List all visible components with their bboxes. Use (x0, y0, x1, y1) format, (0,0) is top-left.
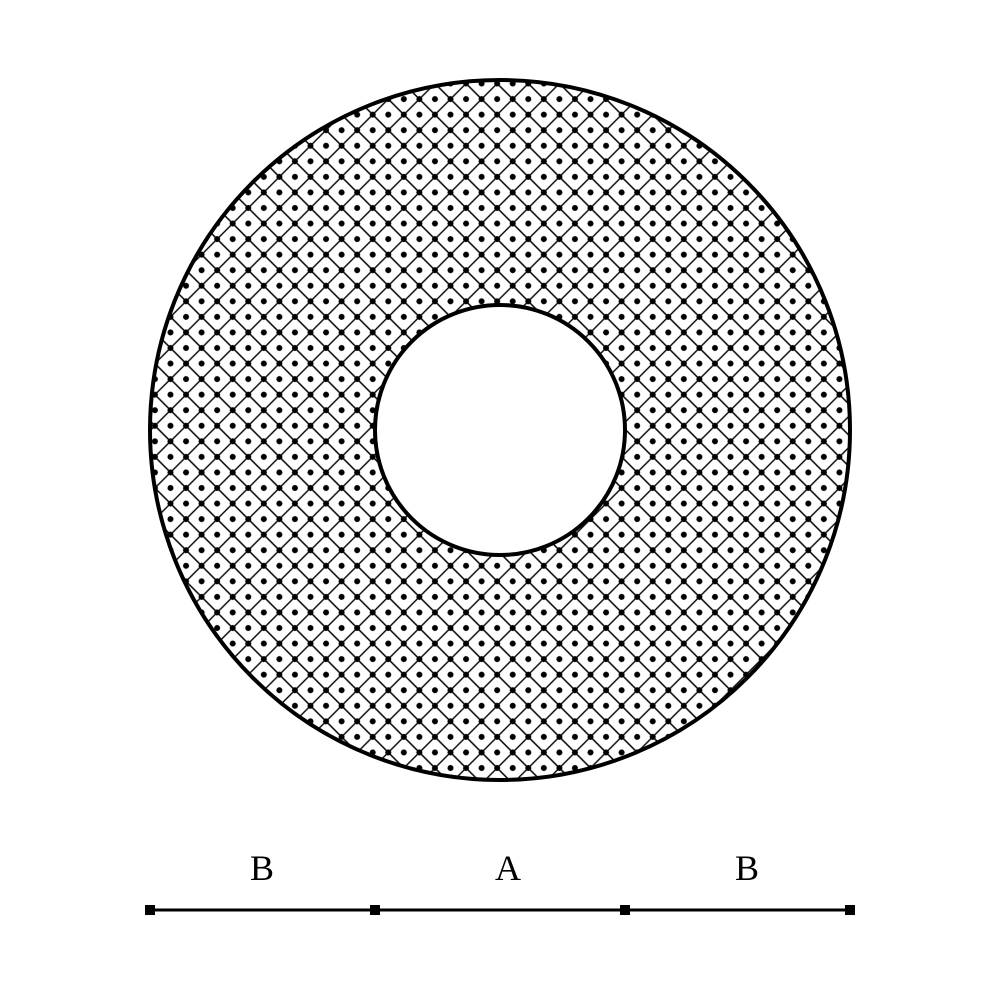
dimension-tick (145, 905, 155, 915)
dimension-tick (620, 905, 630, 915)
dimension-label: B (735, 848, 759, 888)
dimension-label: A (495, 848, 521, 888)
dimension-tick (370, 905, 380, 915)
dimension-label: B (250, 848, 274, 888)
diagram-canvas: BAB (0, 0, 1000, 1000)
dimension-tick (845, 905, 855, 915)
